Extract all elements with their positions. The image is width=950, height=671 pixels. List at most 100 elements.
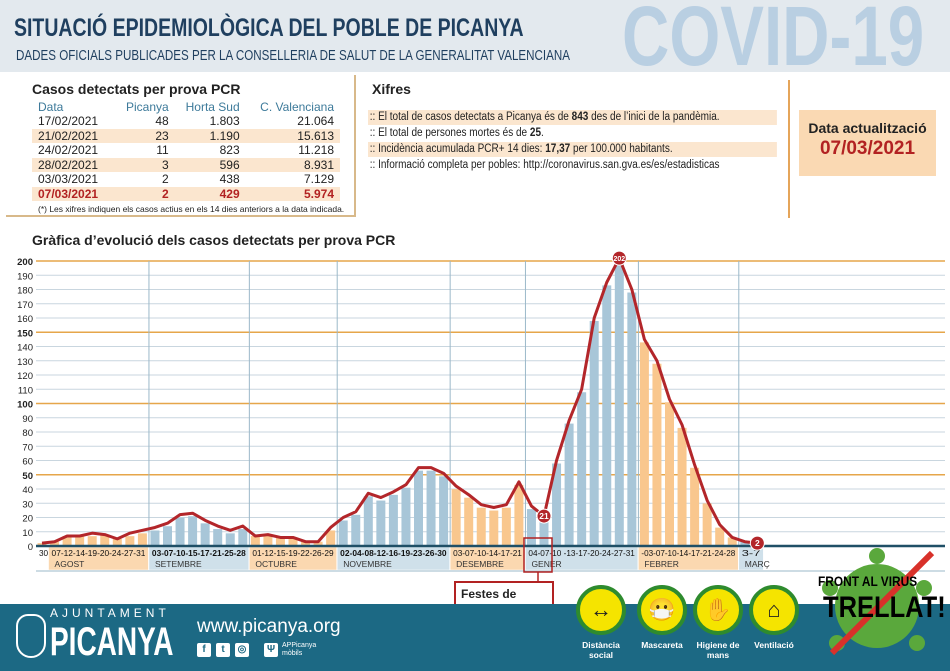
- icon-label: Ventilació: [754, 640, 794, 650]
- table-cell: 15.613: [245, 128, 340, 143]
- bar: [263, 534, 273, 546]
- distance-icon: ↔: [576, 585, 626, 635]
- x-day-labels: 03-07-10-15-17-21-25-28: [152, 549, 246, 558]
- table-cell: 596: [174, 157, 246, 172]
- table-cell: 24/02/2021: [38, 143, 99, 158]
- bar: [501, 507, 511, 546]
- bar: [526, 509, 536, 546]
- y-tick-label: 180: [17, 286, 33, 297]
- y-tick-label: 170: [17, 300, 33, 311]
- x-month-label: SETEMBRE: [155, 559, 202, 569]
- crest-icon: [16, 614, 46, 658]
- app-icon[interactable]: Ψ: [264, 643, 278, 657]
- cases-line: [41, 256, 758, 545]
- cases-panel: [6, 75, 356, 217]
- x-month-label: MARÇ: [745, 559, 770, 569]
- bar: [188, 516, 198, 546]
- table-cell: 03/03/2021: [38, 172, 99, 187]
- value-marker: [611, 250, 627, 266]
- y-tick-label: 190: [17, 271, 33, 282]
- bar: [175, 517, 185, 546]
- bar: [702, 503, 712, 546]
- table-cell: 438: [219, 172, 240, 187]
- table-row: 07/03/2021 2 429 5.974: [32, 186, 340, 201]
- bar: [476, 507, 486, 546]
- facebook-icon[interactable]: f: [197, 643, 211, 657]
- table-cell: 23: [117, 128, 175, 143]
- bar: [37, 543, 47, 546]
- xifres-post: per 100.000 habitants.: [570, 143, 673, 155]
- x-month-label: OCTUBRE: [255, 559, 297, 569]
- bar: [238, 529, 248, 546]
- cases-title: Casos detectats per prova PCR: [32, 81, 241, 97]
- bar: [665, 402, 674, 546]
- bar: [288, 537, 298, 546]
- bar: [225, 533, 235, 546]
- x-month-label: NOVEMBRE: [343, 559, 392, 569]
- x-day-labels: 3-7: [742, 549, 761, 558]
- logo-main-text: PICANYA: [50, 620, 174, 664]
- column-header: C. Valenciana: [260, 99, 334, 114]
- xifres-pre: :: El total de persones mortes és de: [369, 127, 530, 139]
- y-tick-label: 70: [22, 442, 33, 453]
- xifres-bold: 843: [571, 111, 589, 123]
- x-day-labels: 01-12-15-19-22-26-29: [252, 549, 334, 558]
- y-tick-label: 100: [17, 400, 33, 411]
- bar: [301, 541, 311, 546]
- xifres-pre: :: Informació completa per pobles: http:…: [369, 159, 720, 171]
- bar: [163, 526, 172, 546]
- update-box: Data actualització 07/03/2021: [799, 110, 936, 176]
- website-link[interactable]: www.picanya.org: [197, 616, 341, 637]
- value-marker: [749, 535, 765, 551]
- table-cell: 2: [162, 172, 169, 187]
- table-cell: 429: [174, 186, 246, 201]
- table-cell: 28/02/2021: [32, 157, 118, 172]
- y-tick-label: 80: [22, 428, 33, 439]
- virus-icon: [822, 548, 935, 656]
- bar: [388, 494, 398, 546]
- table-row: 03/03/2021 2 438 7.129: [32, 172, 340, 187]
- table-row: 17/02/2021 48 1.803 21.064: [32, 114, 340, 129]
- y-tick-label: 110: [18, 385, 33, 396]
- bar: [250, 536, 260, 546]
- table-cell: 21.064: [297, 114, 334, 129]
- bar: [75, 536, 85, 546]
- cases-note: (*) Les xifres indiquen els casos actius…: [38, 204, 345, 214]
- x-day-labels: 02-04-08-12-16-19-23-26-30: [340, 549, 447, 558]
- xifres-line: :: El total de casos detectats a Picanya…: [368, 110, 777, 125]
- table-row: 24/02/2021 11 823 11.218: [32, 143, 340, 158]
- bar: [614, 261, 624, 546]
- xifres-line: :: Incidència acumulada PCR+ 14 dies: 17…: [368, 142, 777, 157]
- twitter-icon[interactable]: t: [216, 643, 230, 657]
- bar: [677, 427, 687, 546]
- instagram-icon[interactable]: ◎: [235, 643, 249, 657]
- x-day-labels: 07-12-14-19-20-24-27-31: [52, 549, 146, 558]
- table-cell: 11: [156, 143, 169, 158]
- xifres-pre: :: El total de casos detectats a Picanya…: [369, 111, 572, 123]
- table-cell: 5.974: [245, 186, 340, 201]
- xifres-post: des de l’inici de la pandèmia.: [588, 111, 720, 123]
- bar: [690, 467, 700, 546]
- bar: [652, 363, 662, 546]
- bar: [150, 530, 160, 546]
- y-tick-label: 10: [22, 528, 33, 539]
- table-row: 28/02/2021 3 596 8.931: [32, 157, 340, 172]
- bar: [451, 489, 461, 546]
- bar: [326, 530, 336, 546]
- bar: [137, 533, 147, 546]
- bar: [50, 541, 60, 546]
- bar: [715, 527, 725, 546]
- y-tick-label: 150: [17, 328, 33, 339]
- header: COVID-19 SITUACIÓ EPIDEMIOLÒGICA DEL POB…: [0, 0, 950, 72]
- table-cell: 1.803: [209, 114, 240, 129]
- xifres-line: :: Informació completa per pobles: http:…: [368, 158, 777, 173]
- table-cell: 17/02/2021: [38, 114, 99, 129]
- chart-title: Gràfica d’evolució dels casos detectats …: [32, 232, 396, 248]
- bar: [589, 321, 599, 546]
- bar: [602, 285, 612, 546]
- table-cell: 21/02/2021: [32, 128, 118, 143]
- campaign-line1: FRONT AL VIRUS: [818, 573, 918, 589]
- table-cell: 1.190: [174, 128, 246, 143]
- bar: [627, 292, 637, 546]
